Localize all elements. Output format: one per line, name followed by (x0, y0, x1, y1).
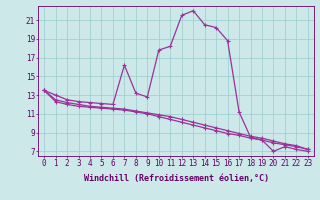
X-axis label: Windchill (Refroidissement éolien,°C): Windchill (Refroidissement éolien,°C) (84, 174, 268, 183)
